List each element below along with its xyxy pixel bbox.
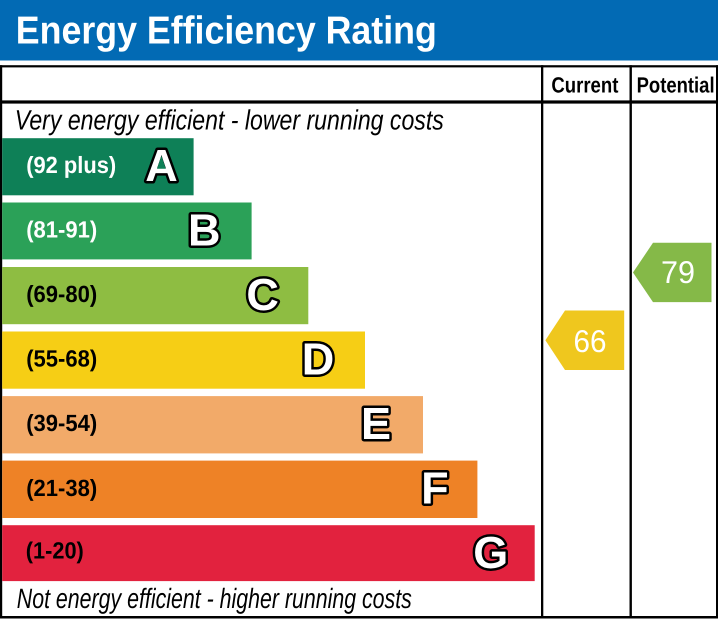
svg-text:66: 66 [574, 323, 607, 359]
svg-text:(39-54): (39-54) [26, 410, 97, 436]
svg-text:(21-38): (21-38) [26, 475, 97, 501]
svg-text:(69-80): (69-80) [26, 281, 97, 307]
svg-text:(81-91): (81-91) [26, 217, 97, 243]
svg-text:(55-68): (55-68) [26, 346, 97, 372]
svg-text:F: F [421, 463, 449, 514]
svg-text:Very energy efficient - lower: Very energy efficient - lower running co… [15, 104, 444, 135]
svg-text:Potential: Potential [637, 72, 715, 97]
svg-text:Energy Efficiency Rating: Energy Efficiency Rating [16, 10, 437, 53]
svg-text:Current: Current [551, 72, 619, 97]
svg-text:G: G [473, 527, 508, 578]
svg-text:(92 plus): (92 plus) [26, 152, 116, 178]
svg-text:E: E [361, 398, 391, 449]
svg-text:C: C [246, 269, 279, 320]
svg-text:79: 79 [661, 254, 695, 290]
svg-text:B: B [188, 205, 221, 256]
svg-text:(1-20): (1-20) [26, 538, 84, 564]
svg-text:Not energy efficient - higher: Not energy efficient - higher running co… [17, 583, 412, 614]
svg-text:D: D [302, 334, 335, 385]
